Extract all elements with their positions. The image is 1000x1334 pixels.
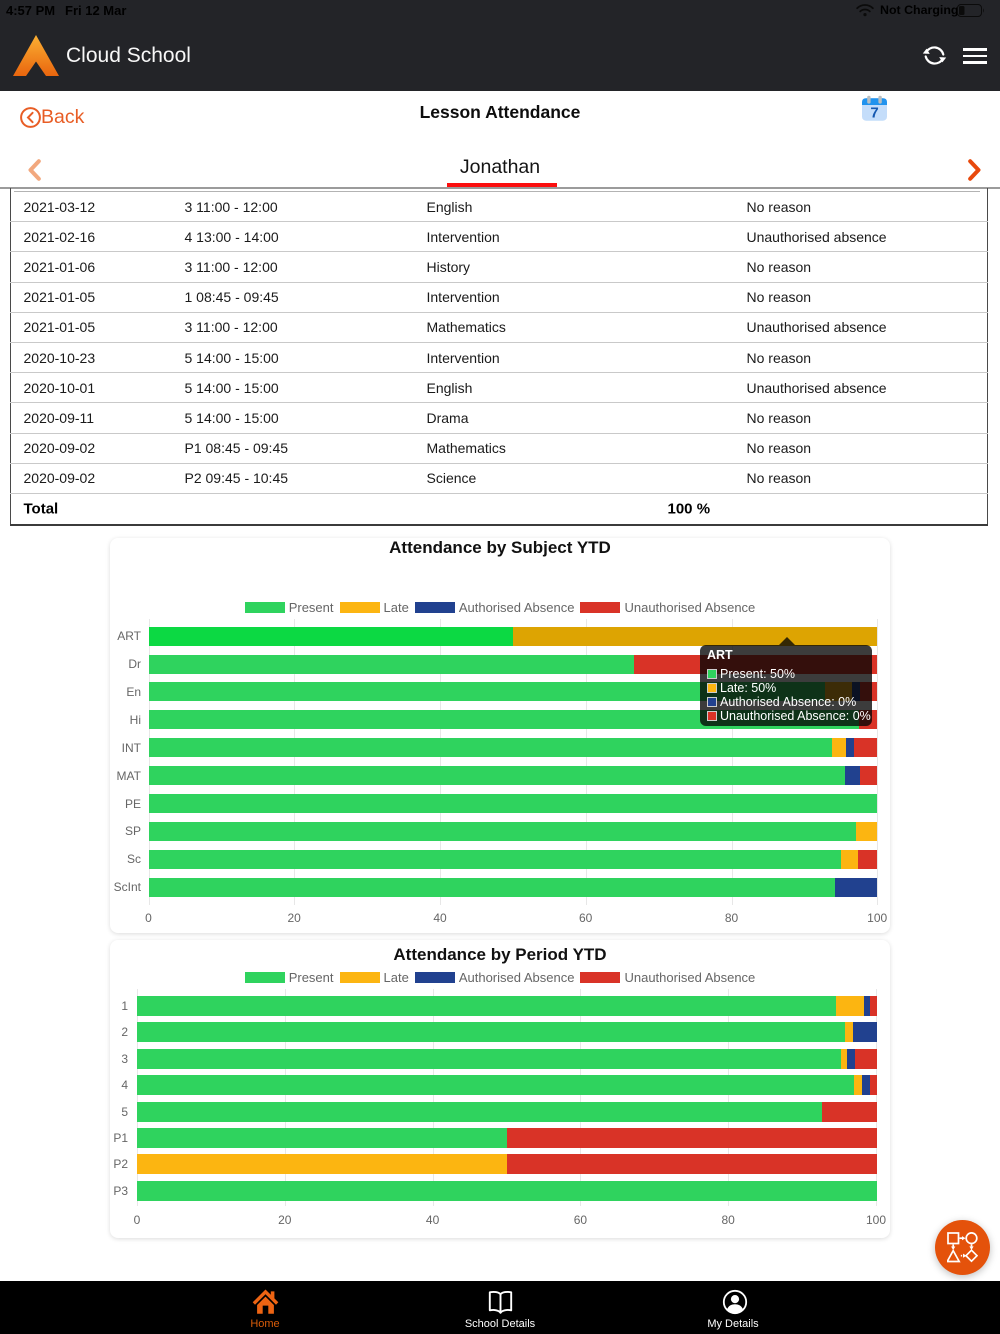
svg-text:7: 7	[870, 105, 878, 122]
